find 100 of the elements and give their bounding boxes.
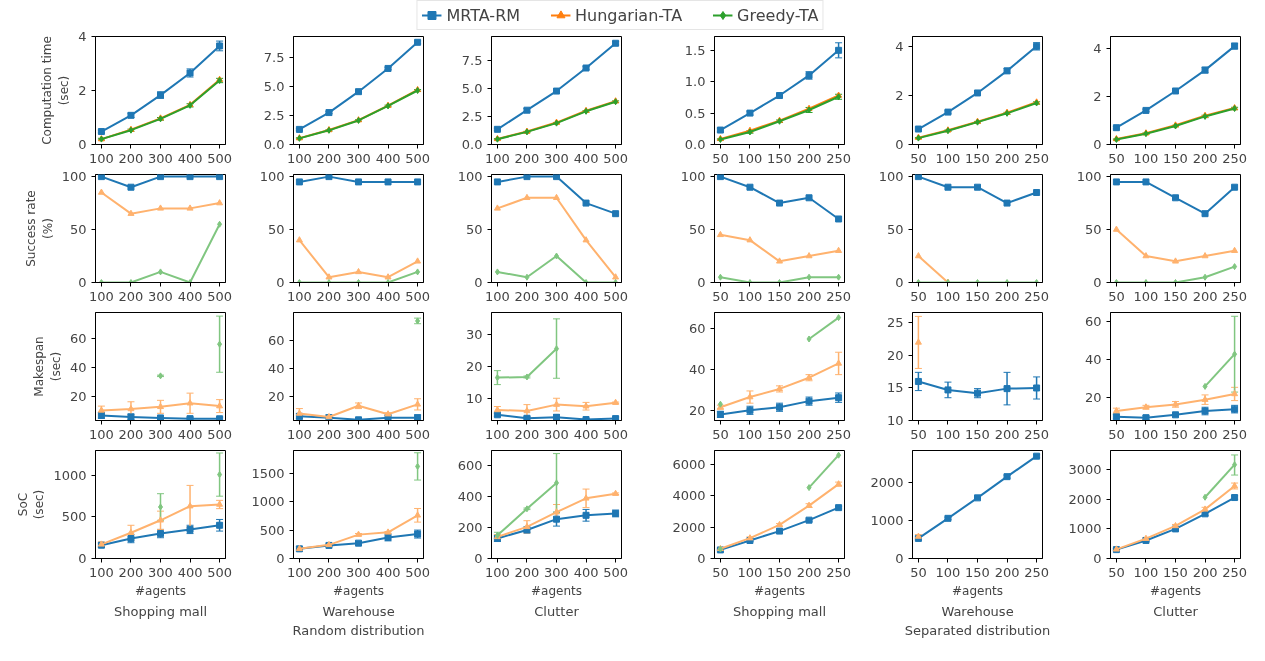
- x-tick-label: 250: [826, 426, 852, 442]
- y-tick-label: 0.0: [684, 137, 706, 152]
- x-tick-label: 200: [118, 426, 144, 442]
- y-tick-label: 50: [1084, 222, 1102, 238]
- text: Warehouse: [941, 603, 1014, 619]
- y-tick-label: 100: [61, 169, 87, 185]
- y-tick-label: 50: [465, 222, 483, 238]
- y-tick-label: 50: [69, 222, 87, 238]
- x-tick-label: 400: [177, 564, 203, 580]
- y-tick-label: 0: [1093, 137, 1102, 152]
- x-tick-label: 400: [375, 150, 401, 166]
- x-tick-label: 50: [1108, 288, 1125, 304]
- x-axis-title: #agents: [952, 583, 1003, 598]
- x-tick-label: 200: [796, 564, 822, 580]
- x-tick-label: 100: [485, 150, 510, 166]
- x-tick-label: 200: [796, 426, 822, 442]
- y-tick-label: 0: [1093, 551, 1102, 566]
- x-tick-label: 500: [405, 564, 431, 580]
- y-axis-title: Success rate (%): [23, 190, 55, 267]
- y-tick-label: 0.0: [263, 137, 285, 152]
- x-tick-label: 200: [514, 564, 540, 580]
- x-tick-label: 300: [148, 288, 173, 304]
- x-tick-label: 100: [935, 564, 961, 580]
- y-tick-label: 20: [69, 388, 87, 404]
- x-tick-label: 200: [994, 150, 1020, 166]
- x-tick-label: 100: [935, 150, 961, 166]
- x-tick-label: 150: [965, 288, 990, 304]
- x-tick-label: 300: [346, 426, 371, 442]
- x-tick-label: 400: [573, 150, 599, 166]
- x-tick-label: 500: [207, 426, 233, 442]
- x-tick-label: 300: [346, 288, 371, 304]
- y-tick-label: 1000: [870, 513, 904, 529]
- y-tick-label: 2000: [870, 475, 904, 491]
- y-tick-label: 4: [78, 29, 87, 44]
- y-tick-label: 5.0: [461, 80, 483, 96]
- y-tick-label: 2000: [672, 519, 706, 535]
- y-tick-label: 7.5: [461, 52, 483, 68]
- x-tick-label: 400: [177, 288, 203, 304]
- x-tick-label: 150: [1163, 288, 1188, 304]
- x-tick-label: 100: [89, 288, 114, 304]
- x-tick-label: 50: [1108, 426, 1125, 442]
- x-tick-label: 150: [1163, 426, 1188, 442]
- y-tick-label: 500: [259, 522, 285, 538]
- y-tick-label: 1.0: [684, 74, 706, 90]
- x-tick-label: 250: [1222, 426, 1248, 442]
- x-tick-label: 50: [910, 288, 927, 304]
- x-tick-label: 400: [375, 288, 401, 304]
- y-tick-label: 40: [69, 359, 87, 375]
- legend-label: MRTA-RM: [446, 5, 521, 25]
- x-tick-label: 150: [767, 288, 792, 304]
- x-tick-label: 200: [1192, 426, 1218, 442]
- y-tick-label: 50: [267, 222, 285, 238]
- y-tick-label: 20: [1084, 390, 1102, 406]
- x-tick-label: 100: [1133, 426, 1159, 442]
- x-tick-label: 200: [514, 426, 540, 442]
- x-tick-label: 100: [287, 150, 312, 166]
- y-tick-label: 20: [267, 389, 285, 405]
- x-tick-label: 100: [737, 288, 763, 304]
- y-tick-label: 20: [886, 347, 904, 363]
- x-tick-label: 300: [544, 288, 569, 304]
- x-tick-label: 500: [207, 564, 233, 580]
- y-tick-label: 500: [61, 509, 87, 525]
- y-tick-label: 15: [886, 380, 904, 396]
- y-tick-label: 40: [267, 361, 285, 377]
- y-tick-label: 3000: [1068, 462, 1102, 478]
- x-axis-title: #agents: [1150, 583, 1201, 598]
- x-tick-label: 50: [1108, 564, 1125, 580]
- y-axis-title: SoC (sec): [15, 489, 47, 520]
- legend-label: Hungarian-TA: [575, 5, 683, 25]
- x-tick-label: 500: [405, 150, 431, 166]
- x-tick-label: 50: [910, 426, 927, 442]
- x-tick-label: 50: [712, 426, 729, 442]
- x-tick-label: 250: [826, 150, 852, 166]
- y-tick-label: 0.5: [684, 105, 706, 121]
- y-tick-label: 5.0: [263, 78, 285, 94]
- x-tick-label: 50: [712, 150, 729, 166]
- text: Shopping mall: [113, 603, 208, 619]
- y-tick-label: 30: [465, 327, 483, 343]
- y-tick-label: 1000: [53, 467, 87, 483]
- x-tick-label: 200: [316, 150, 342, 166]
- x-tick-label: 200: [514, 288, 540, 304]
- y-tick-label: 0: [697, 551, 706, 566]
- x-tick-label: 250: [826, 564, 852, 580]
- x-tick-label: 50: [910, 564, 927, 580]
- x-tick-label: 150: [1163, 564, 1188, 580]
- y-tick-label: 40: [688, 362, 706, 378]
- legend-label: Greedy-TA: [737, 5, 819, 25]
- x-tick-label: 400: [573, 288, 599, 304]
- y-tick-label: 100: [1076, 169, 1102, 185]
- y-tick-label: 0: [895, 551, 904, 566]
- x-tick-label: 200: [1192, 150, 1218, 166]
- x-tick-label: 50: [910, 150, 927, 166]
- x-tick-label: 150: [1163, 150, 1188, 166]
- y-tick-label: 10: [465, 390, 483, 406]
- y-tick-label: 0: [697, 275, 706, 290]
- y-tick-label: 20: [688, 402, 706, 418]
- text: Clutter: [534, 603, 580, 619]
- x-axis-title: #agents: [754, 583, 805, 598]
- y-tick-label: 60: [688, 321, 706, 337]
- y-tick-label: 100: [878, 169, 904, 185]
